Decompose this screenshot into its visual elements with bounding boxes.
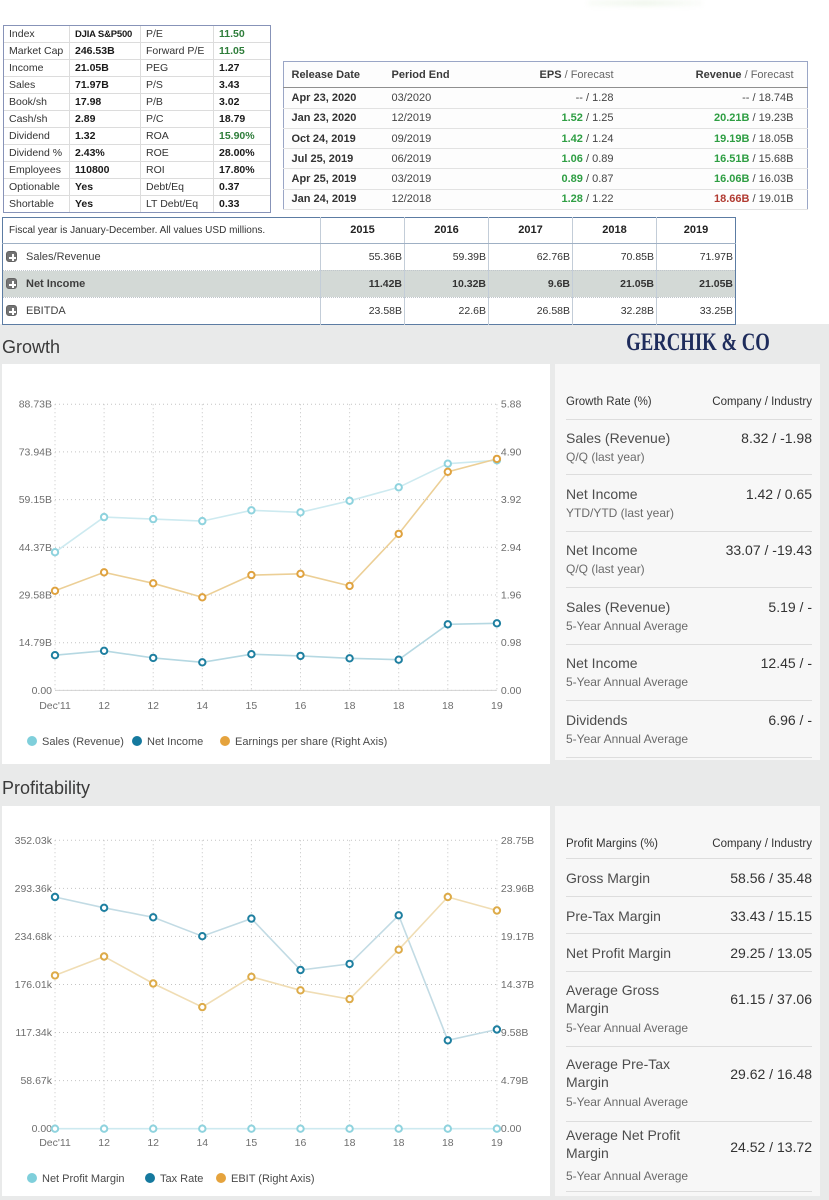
svg-text:12: 12 xyxy=(98,700,110,712)
svg-text:12: 12 xyxy=(147,1137,159,1149)
svg-text:Tax Rate: Tax Rate xyxy=(160,1173,203,1185)
svg-text:19: 19 xyxy=(491,1137,503,1149)
svg-text:58.67k: 58.67k xyxy=(20,1075,52,1087)
svg-text:0.00: 0.00 xyxy=(501,685,522,697)
svg-text:9.58B: 9.58B xyxy=(501,1027,528,1039)
svg-text:29.58B: 29.58B xyxy=(19,590,52,602)
svg-text:5.88: 5.88 xyxy=(501,399,522,411)
svg-text:14: 14 xyxy=(196,1137,208,1149)
svg-text:15: 15 xyxy=(246,700,258,712)
svg-text:12: 12 xyxy=(98,1137,110,1149)
svg-text:18: 18 xyxy=(344,700,356,712)
svg-text:28.75B: 28.75B xyxy=(501,835,534,847)
svg-text:16: 16 xyxy=(295,700,307,712)
svg-text:0.00: 0.00 xyxy=(32,1123,53,1135)
svg-text:Sales (Revenue): Sales (Revenue) xyxy=(42,736,124,748)
svg-text:16: 16 xyxy=(295,1137,307,1149)
svg-text:352.03k: 352.03k xyxy=(15,835,53,847)
svg-text:14.37B: 14.37B xyxy=(501,979,534,991)
svg-text:4.90: 4.90 xyxy=(501,446,522,458)
svg-text:19.17B: 19.17B xyxy=(501,931,534,943)
svg-text:Net Profit Margin: Net Profit Margin xyxy=(42,1173,125,1185)
svg-text:15: 15 xyxy=(246,1137,258,1149)
svg-text:12: 12 xyxy=(147,700,159,712)
svg-text:18: 18 xyxy=(344,1137,356,1149)
svg-text:Dec'11: Dec'11 xyxy=(39,700,71,712)
svg-text:59.15B: 59.15B xyxy=(19,494,52,506)
svg-text:23.96B: 23.96B xyxy=(501,883,534,895)
svg-text:3.92: 3.92 xyxy=(501,494,522,506)
svg-text:0.98: 0.98 xyxy=(501,637,522,649)
svg-text:18: 18 xyxy=(442,700,454,712)
svg-text:1.96: 1.96 xyxy=(501,590,522,602)
svg-text:14: 14 xyxy=(196,700,208,712)
svg-text:44.37B: 44.37B xyxy=(19,542,52,554)
svg-text:234.68k: 234.68k xyxy=(15,931,53,943)
svg-text:117.34k: 117.34k xyxy=(15,1027,52,1039)
svg-text:14.79B: 14.79B xyxy=(19,637,52,649)
svg-text:Dec'11: Dec'11 xyxy=(39,1137,71,1149)
svg-text:293.36k: 293.36k xyxy=(15,883,53,895)
svg-text:18: 18 xyxy=(393,1137,405,1149)
svg-text:73.94B: 73.94B xyxy=(19,446,52,458)
svg-text:EBIT (Right Axis): EBIT (Right Axis) xyxy=(231,1173,315,1185)
svg-text:18: 18 xyxy=(442,1137,454,1149)
svg-text:Net Income: Net Income xyxy=(147,736,203,748)
svg-text:88.73B: 88.73B xyxy=(19,399,52,411)
svg-text:0.00: 0.00 xyxy=(501,1123,522,1135)
svg-text:19: 19 xyxy=(491,700,503,712)
svg-text:18: 18 xyxy=(393,700,405,712)
svg-text:4.79B: 4.79B xyxy=(501,1075,528,1087)
svg-text:2.94: 2.94 xyxy=(501,542,522,554)
svg-text:Earnings per share (Right Axis: Earnings per share (Right Axis) xyxy=(235,736,387,748)
svg-text:0.00: 0.00 xyxy=(32,685,53,697)
svg-text:176.01k: 176.01k xyxy=(15,979,53,991)
